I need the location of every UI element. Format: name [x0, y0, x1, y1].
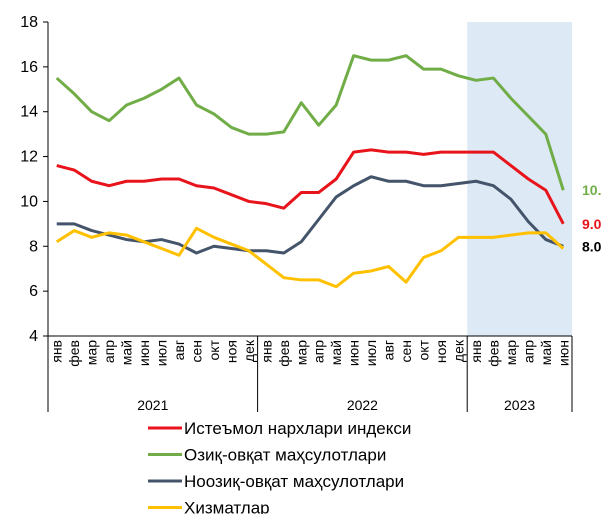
x-tick-label: фев — [276, 340, 292, 367]
legend-label: Ноозиқ-овқат маҳсулотлари — [184, 472, 404, 491]
x-tick-label: сен — [188, 340, 204, 363]
x-tick-label: мар — [84, 340, 100, 365]
x-tick-label: ноя — [223, 340, 239, 363]
x-tick-label: май — [119, 340, 135, 365]
y-tick-label: 8 — [29, 238, 38, 255]
y-tick-label: 18 — [20, 14, 38, 31]
legend-label: Хизматлар — [184, 499, 270, 515]
x-tick-label: июл — [154, 340, 170, 366]
legend-label: Истеъмол нархлари индекси — [184, 419, 411, 438]
end-label: 8.0 — [582, 238, 601, 254]
y-tick-label: 6 — [29, 283, 38, 300]
y-tick-label: 4 — [29, 328, 38, 345]
series-line — [55, 54, 565, 191]
x-tick-label: июл — [363, 340, 379, 366]
x-tick-label: ноя — [433, 340, 449, 363]
x-tick-label: апр — [311, 340, 327, 363]
series-line — [56, 148, 565, 225]
x-tick-label: окт — [206, 339, 222, 360]
x-tick-label: мар — [293, 340, 309, 365]
end-label: 9.0 — [582, 216, 601, 232]
x-tick-label: янв — [49, 340, 65, 363]
x-tick-label: фев — [485, 340, 501, 367]
y-tick-label: 14 — [20, 104, 38, 121]
x-tick-label: май — [538, 340, 554, 365]
x-tick-label: авг — [171, 340, 187, 360]
x-tick-label: дек — [241, 339, 257, 362]
x-tick-label: май — [328, 340, 344, 365]
x-tick-label: янв — [258, 340, 274, 363]
shaded-period — [467, 22, 572, 336]
x-tick-label: авг — [381, 340, 397, 360]
x-tick-label: апр — [520, 340, 536, 363]
x-tick-label: апр — [101, 340, 117, 363]
x-tick-label: сен — [398, 340, 414, 363]
y-tick-label: 16 — [20, 59, 38, 76]
y-tick-label: 10 — [20, 193, 38, 210]
year-label: 2023 — [504, 397, 535, 413]
legend-label: Озиқ-овқат маҳсулотлари — [184, 446, 386, 465]
x-tick-label: окт — [416, 339, 432, 360]
x-tick-label: фев — [66, 340, 82, 367]
x-tick-label: июн — [555, 340, 571, 366]
year-label: 2021 — [137, 397, 168, 413]
x-tick-label: дек — [450, 339, 466, 362]
x-tick-label: июн — [136, 340, 152, 366]
x-tick-label: янв — [468, 340, 484, 363]
x-tick-label: июн — [346, 340, 362, 366]
y-tick-label: 12 — [20, 149, 38, 166]
year-label: 2022 — [347, 397, 378, 413]
series-line — [55, 226, 565, 289]
end-label: 10.5 — [582, 182, 601, 198]
x-tick-label: мар — [503, 340, 519, 365]
